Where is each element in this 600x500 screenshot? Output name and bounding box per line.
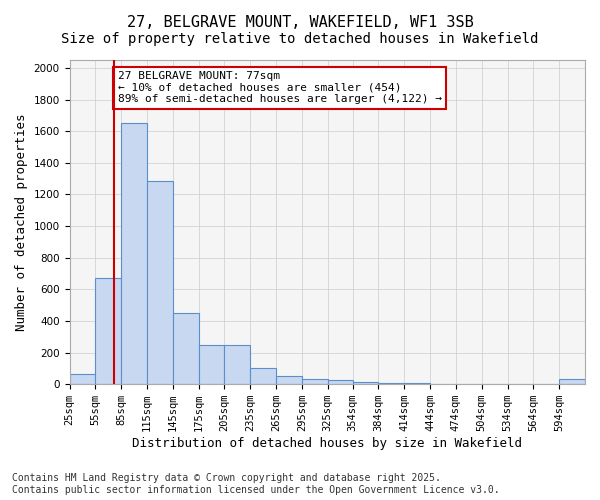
Bar	[328, 380, 353, 384]
Bar	[224, 346, 250, 384]
Text: 27, BELGRAVE MOUNT, WAKEFIELD, WF1 3SB: 27, BELGRAVE MOUNT, WAKEFIELD, WF1 3SB	[127, 15, 473, 30]
Bar	[199, 346, 224, 384]
Bar	[276, 376, 302, 384]
Bar	[147, 181, 173, 384]
Bar	[95, 278, 121, 384]
Bar	[70, 374, 95, 384]
Text: Contains HM Land Registry data © Crown copyright and database right 2025.
Contai: Contains HM Land Registry data © Crown c…	[12, 474, 500, 495]
Bar	[559, 380, 585, 384]
Bar	[302, 378, 328, 384]
Bar	[121, 124, 147, 384]
Y-axis label: Number of detached properties: Number of detached properties	[15, 114, 28, 331]
Text: Size of property relative to detached houses in Wakefield: Size of property relative to detached ho…	[61, 32, 539, 46]
Text: 27 BELGRAVE MOUNT: 77sqm
← 10% of detached houses are smaller (454)
89% of semi-: 27 BELGRAVE MOUNT: 77sqm ← 10% of detach…	[118, 71, 442, 104]
Bar	[250, 368, 276, 384]
Bar	[379, 382, 404, 384]
X-axis label: Distribution of detached houses by size in Wakefield: Distribution of detached houses by size …	[132, 437, 522, 450]
Bar	[173, 313, 199, 384]
Bar	[353, 382, 379, 384]
